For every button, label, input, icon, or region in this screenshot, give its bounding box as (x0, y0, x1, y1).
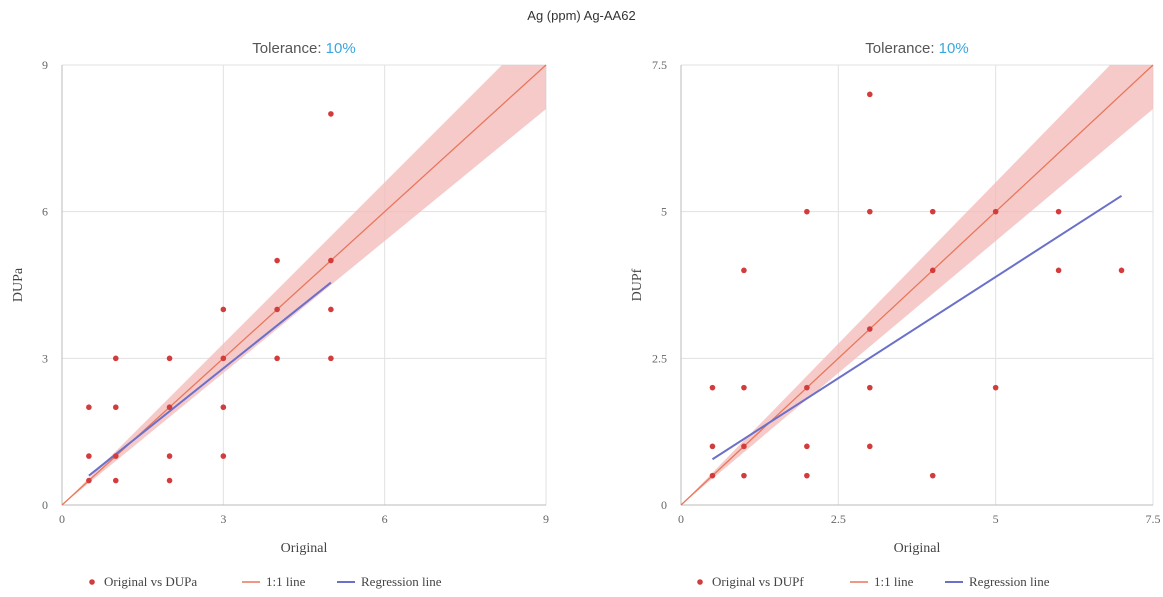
data-point (804, 208, 810, 215)
data-point (804, 384, 810, 391)
x-tick-label: 9 (543, 512, 549, 526)
x-tick-label: 7.5 (1146, 512, 1161, 526)
data-point (741, 472, 747, 479)
data-point (929, 267, 936, 274)
data-point (274, 257, 280, 264)
y-tick-label: 3 (42, 351, 48, 365)
page-title: Ag (ppm) Ag-AA62 (527, 8, 636, 23)
data-point (1118, 267, 1125, 274)
data-point (1055, 208, 1062, 215)
chart-1: 0 3 6 9 0 3 6 9 Tolerance: 10% Original DUPa Origin… (11, 40, 549, 589)
regression-line (88, 281, 332, 477)
x-tick-label: 2.5 (831, 512, 846, 526)
x-tick-label: 3 (220, 512, 226, 526)
data-point (86, 453, 92, 459)
data-point (867, 91, 873, 98)
chart-subtitle: Tolerance: 10% (252, 40, 355, 57)
y-tick-label: 7.5 (652, 58, 667, 72)
x-tick-label: 5 (993, 512, 999, 526)
data-point (867, 326, 873, 332)
data-point (274, 306, 280, 313)
regression-line (711, 194, 1123, 461)
chart-2: 0 2.5 5 7.5 0 2.5 5 7.5 Tolerance: 10% Original DU… (630, 40, 1161, 589)
identity-line (680, 64, 1154, 506)
data-point (112, 453, 119, 459)
y-tick-label: 5 (661, 205, 667, 219)
data-point (86, 404, 92, 411)
legend-label-points: Original vs DUPf (712, 574, 804, 589)
data-point (867, 208, 873, 215)
data-point (166, 404, 173, 411)
y-axis-label: DUPf (630, 268, 645, 301)
data-point (328, 111, 334, 117)
data-point (992, 208, 999, 215)
data-point (709, 384, 716, 391)
y-tick-label: 0 (42, 498, 48, 512)
y-axis-label: DUPa (11, 267, 26, 302)
data-point (274, 355, 280, 362)
data-point (86, 477, 92, 484)
data-point (112, 404, 119, 411)
data-point (867, 443, 873, 450)
legend-label-identity: 1:1 line (874, 574, 914, 589)
data-point (166, 453, 173, 459)
subtitle-prefix: Tolerance: (865, 40, 938, 57)
data-point (328, 306, 334, 313)
data-point (112, 355, 119, 362)
data-point (328, 355, 334, 362)
x-axis-label: Original (281, 541, 328, 556)
legend-marker-points (697, 579, 703, 585)
data-point (1055, 267, 1062, 274)
legend-label-regression: Regression line (969, 574, 1050, 589)
y-tick-label: 9 (42, 58, 48, 72)
data-point (220, 404, 227, 411)
legend: Original vs DUPf 1:1 line Regression line (697, 574, 1050, 589)
x-tick-label: 0 (678, 512, 684, 526)
data-point (929, 472, 936, 479)
legend-label-points: Original vs DUPa (104, 574, 197, 589)
data-point (220, 453, 227, 459)
data-point (741, 384, 747, 391)
data-point (166, 355, 173, 362)
subtitle-value: 10% (326, 40, 356, 57)
y-tick-label: 2.5 (652, 351, 667, 365)
data-point (741, 267, 747, 274)
legend-marker-points (89, 579, 95, 585)
data-point (220, 306, 227, 313)
data-point (804, 472, 810, 479)
legend-label-identity: 1:1 line (266, 574, 306, 589)
data-point (804, 443, 810, 450)
data-point (992, 384, 999, 391)
data-point (741, 443, 747, 450)
data-point (328, 257, 334, 264)
data-point (929, 208, 936, 215)
data-point (166, 477, 173, 484)
data-point (867, 384, 873, 391)
data-point (112, 477, 119, 484)
x-tick-label: 0 (59, 512, 65, 526)
y-tick-label: 6 (42, 205, 48, 219)
legend: Original vs DUPa 1:1 line Regression line (89, 574, 442, 589)
chart-subtitle: Tolerance: 10% (865, 40, 968, 57)
data-point (709, 472, 716, 479)
data-point (220, 355, 227, 362)
subtitle-value: 10% (939, 40, 969, 57)
y-tick-label: 0 (661, 498, 667, 512)
subtitle-prefix: Tolerance: (252, 40, 325, 57)
legend-label-regression: Regression line (361, 574, 442, 589)
data-point (709, 443, 716, 450)
x-tick-label: 6 (382, 512, 388, 526)
x-axis-label: Original (894, 541, 941, 556)
